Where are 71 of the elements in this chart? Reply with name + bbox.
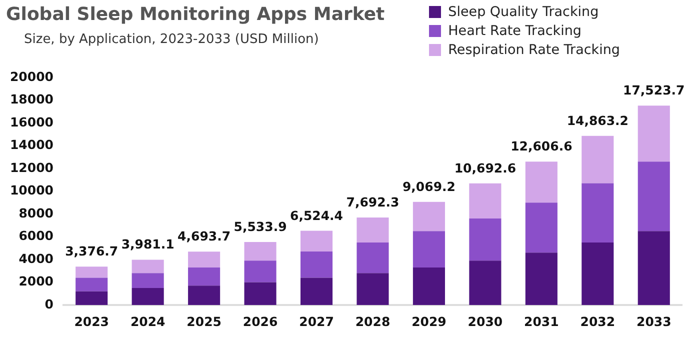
y-tick-label: 10000 <box>10 182 54 198</box>
total-label: 5,533.9 <box>234 219 287 234</box>
bar <box>356 273 389 305</box>
y-tick-label: 18000 <box>10 92 54 106</box>
bar <box>638 106 670 162</box>
total-label: 14,863.2 <box>566 112 628 128</box>
bar <box>244 282 276 305</box>
x-tick-label: 2030 <box>468 314 503 329</box>
bar <box>300 230 333 252</box>
chart-subtitle: Size, by Application, 2023-2033 (USD Million) <box>24 32 319 47</box>
bar <box>469 260 502 305</box>
bar <box>356 242 389 274</box>
bar <box>469 218 502 261</box>
bar <box>356 218 389 242</box>
total-label: 9,069.2 <box>402 178 456 194</box>
x-tick-label: 2025 <box>186 314 222 329</box>
legend-label: Heart Rate Tracking <box>448 22 582 38</box>
x-tick-label: 2033 <box>636 314 672 329</box>
bar <box>76 291 108 305</box>
total-label: 6,524.4 <box>290 208 344 223</box>
total-label: 10,692.6 <box>454 160 516 176</box>
y-tick-label: 4000 <box>18 250 54 266</box>
x-tick-label: 2031 <box>524 314 559 329</box>
bar <box>132 288 164 305</box>
total-label: 17,523.7 <box>623 82 685 98</box>
y-tick-label: 2000 <box>18 274 54 288</box>
x-tick-label: 2026 <box>242 314 278 329</box>
y-tick-label: 0 <box>44 296 54 312</box>
bar <box>76 266 108 278</box>
legend-label: Respiration Rate Tracking <box>448 42 620 58</box>
bar <box>412 202 445 232</box>
bar <box>244 242 276 261</box>
bar <box>188 286 220 305</box>
total-label: 7,692.3 <box>346 194 400 210</box>
legend-label: Sleep Quality Tracking <box>448 4 599 20</box>
bar <box>582 183 614 242</box>
bar <box>582 242 614 305</box>
y-tick-label: 8000 <box>18 205 54 220</box>
bar <box>412 267 445 305</box>
x-tick-label: 2029 <box>412 314 446 329</box>
x-tick-label: 2032 <box>580 314 616 329</box>
total-label: 3,981.1 <box>121 236 174 252</box>
total-label: 4,693.7 <box>178 228 231 244</box>
x-tick-label: 2024 <box>130 314 166 329</box>
bar <box>638 231 670 305</box>
bar <box>132 273 164 288</box>
bar <box>525 202 558 253</box>
bar <box>638 162 670 232</box>
y-tick-label: 20000 <box>10 68 54 84</box>
x-tick-label: 2023 <box>74 314 109 329</box>
bar <box>300 252 333 278</box>
bar <box>244 260 276 282</box>
bar <box>525 252 558 305</box>
y-tick-label: 6000 <box>18 228 54 243</box>
bar <box>300 278 333 305</box>
bar <box>412 231 445 268</box>
bar <box>188 252 220 268</box>
x-tick-label: 2028 <box>355 314 390 329</box>
total-label: 12,606.6 <box>510 138 573 154</box>
bar <box>582 136 614 184</box>
y-tick-label: 16000 <box>10 114 54 130</box>
x-tick-label: 2027 <box>299 314 334 329</box>
bar <box>469 183 502 219</box>
bar <box>188 267 220 286</box>
y-tick-label: 14000 <box>10 137 54 152</box>
bar <box>132 260 164 274</box>
y-tick-label: 12000 <box>10 160 54 175</box>
total-label: 3,376.7 <box>65 244 118 259</box>
bar <box>76 278 108 292</box>
chart-title: Global Sleep Monitoring Apps Market <box>6 4 385 25</box>
bar <box>525 162 558 203</box>
